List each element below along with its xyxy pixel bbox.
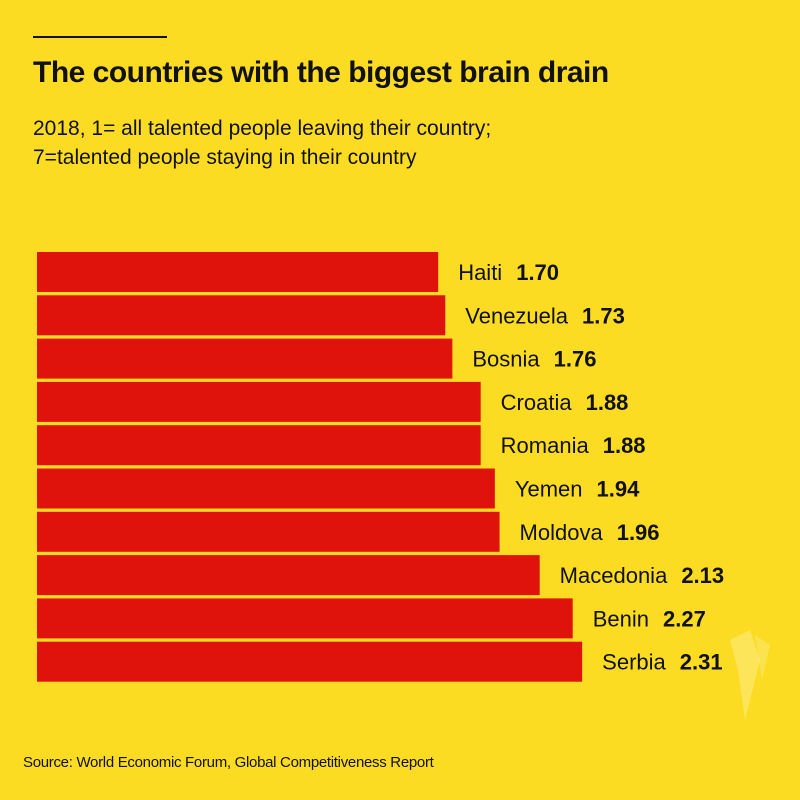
category-label: Croatia (501, 390, 573, 415)
title-rule (33, 36, 167, 38)
source-note: Source: World Economic Forum, Global Com… (23, 754, 434, 771)
watermark-logo-icon (730, 630, 770, 720)
value-label: 1.88 (586, 390, 629, 415)
bar-serbia (37, 641, 583, 682)
value-label: 1.76 (554, 347, 597, 372)
value-label: 1.96 (617, 520, 660, 545)
bar-yemen (37, 468, 495, 509)
category-label: Haiti (458, 260, 502, 285)
chart-title: The countries with the biggest brain dra… (33, 56, 609, 89)
bar-bosnia (37, 338, 453, 379)
category-label: Serbia (602, 650, 666, 675)
category-label: Bosnia (472, 347, 540, 372)
category-label: Benin (593, 606, 649, 631)
bar-haiti (37, 252, 439, 292)
category-label: Macedonia (560, 563, 668, 588)
category-label: Yemen (515, 477, 583, 502)
chart-subtitle-line1: 2018, 1= all talented people leaving the… (33, 117, 492, 140)
bar-croatia (37, 381, 481, 422)
category-label: Moldova (520, 520, 604, 545)
bar-moldova (37, 511, 500, 552)
value-label: 2.31 (680, 650, 723, 675)
chart-subtitle-line2: 7=talented people staying in their count… (33, 146, 417, 169)
value-label: 1.88 (603, 433, 646, 458)
bar-benin (37, 598, 573, 639)
value-label: 1.94 (597, 477, 641, 502)
value-label: 2.27 (663, 606, 706, 631)
bar-romania (37, 425, 481, 466)
category-label: Romania (501, 433, 590, 458)
value-label: 1.70 (516, 260, 559, 285)
bar-venezuela (37, 295, 446, 336)
value-label: 1.73 (582, 303, 625, 328)
value-label: 2.13 (681, 563, 724, 588)
bar-macedonia (37, 555, 540, 596)
category-label: Venezuela (465, 303, 569, 328)
